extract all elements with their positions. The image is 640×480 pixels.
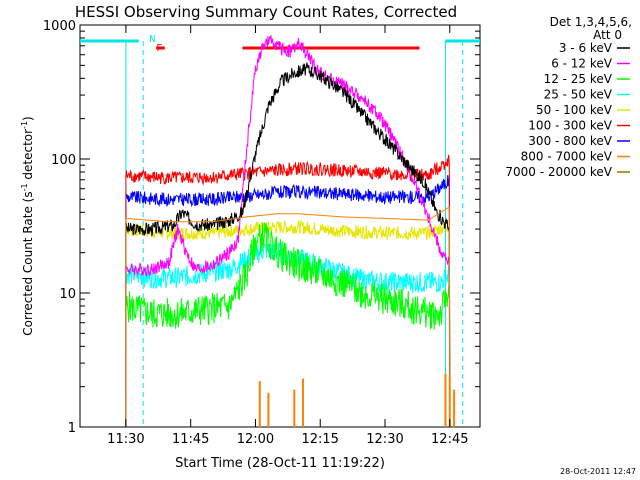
legend-label-7: 800 - 7000 keV: [521, 150, 613, 164]
y-tick-label-2: 100: [51, 153, 76, 168]
x-tick-label-5: 12:45: [431, 432, 468, 447]
x-tick-label-0: 11:30: [107, 432, 144, 447]
x-tick-label-3: 12:15: [301, 432, 338, 447]
series-line-2: [125, 222, 451, 428]
x-tick-label-4: 12:30: [366, 432, 403, 447]
x-tick-label-2: 12:00: [237, 432, 274, 447]
series-line-0: [125, 62, 451, 428]
series-line-3: [125, 242, 451, 428]
axis-ticks: 11:30 11:45 12:00 12:15 12:30 12:45 1 10 100 1000: [43, 19, 480, 447]
y-axis-label-part2: detector: [21, 129, 35, 184]
legend-label-5: 100 - 300 keV: [528, 119, 612, 133]
y-tick-label-0: 1: [68, 421, 76, 436]
plot-frame: [79, 24, 481, 428]
legend-label-1: 6 - 12 keV: [551, 57, 613, 71]
x-axis-label: Start Time (28-Oct-11 11:19:22): [175, 456, 385, 471]
y-tick-label-1: 10: [59, 287, 76, 302]
y-axis-label-sup1: -1: [20, 183, 29, 191]
legend-header-line2: Att 0: [593, 28, 622, 42]
legend-label-2: 12 - 25 keV: [544, 72, 613, 86]
series-line-1: [125, 35, 451, 428]
legend-label-4: 50 - 100 keV: [536, 103, 613, 117]
x-tick-label-1: 11:45: [172, 432, 209, 447]
legend-label-3: 25 - 50 keV: [544, 88, 613, 102]
timestamp: 28-Oct-2011 12:47: [560, 467, 636, 476]
legend: Det 1,3,4,5,6,Att 03 - 6 keV 6 - 12 keV12…: [505, 15, 632, 179]
chart-title: HESSI Observing Summary Count Rates, Cor…: [75, 3, 457, 21]
y-axis-label-part3: ): [21, 116, 35, 121]
legend-header-line1: Det 1,3,4,5,6,: [550, 15, 632, 29]
y-tick-label-3: 1000: [43, 19, 76, 34]
legend-label-8: 7000 - 20000 keV: [505, 165, 612, 179]
plot-area: [79, 24, 481, 428]
y-axis-label-part1: Corrected Count Rate (s: [21, 191, 35, 335]
legend-label-0: 3 - 6 keV: [559, 41, 613, 55]
legend-label-6: 300 - 800 keV: [528, 134, 612, 148]
series-line-7: [125, 206, 451, 428]
y-axis-label: Corrected Count Rate (s-1 detector-1): [20, 116, 35, 335]
series-line-6: [125, 175, 451, 428]
y-axis-label-sup2: -1: [20, 121, 29, 129]
series-line-4: [125, 218, 451, 428]
night-flag: N: [149, 34, 155, 45]
series-line-5: [125, 154, 451, 428]
series-layer: [125, 35, 456, 428]
